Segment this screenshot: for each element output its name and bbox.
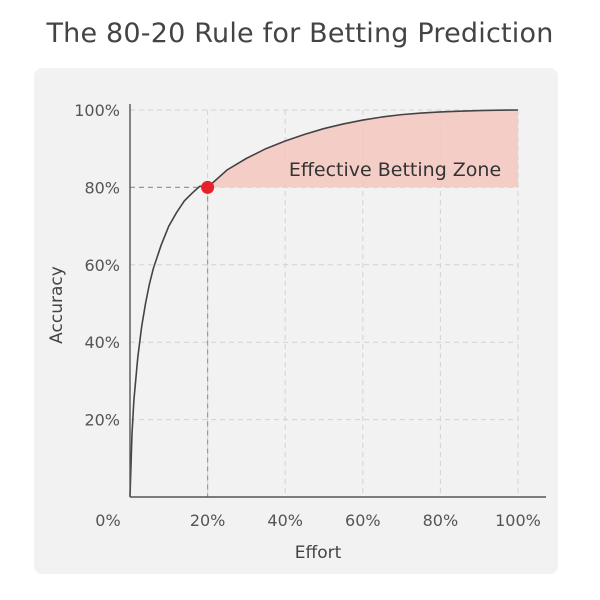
chart-title: The 80-20 Rule for Betting Prediction — [46, 18, 554, 49]
effective-zone-area — [207, 110, 518, 188]
y-tick-label: 100% — [74, 101, 120, 120]
guide-lines — [130, 186, 209, 497]
y-axis-title: Accuracy — [47, 266, 67, 344]
x-axis-title: Effort — [295, 543, 342, 563]
x-tick-label: 100% — [495, 511, 541, 530]
x-tick-label: 0% — [95, 511, 120, 530]
tick-labels: 0% 20% 40% 60% 80% 100% 20% 40% 60% 80% 100% — [74, 101, 541, 530]
axis-lines — [129, 104, 546, 498]
effective-zone-label: Effective Betting Zone — [289, 159, 501, 181]
accuracy-curve — [129, 109, 519, 498]
x-tick-label: 80% — [423, 511, 459, 530]
x-tick-label: 20% — [190, 511, 226, 530]
pareto-point-marker — [201, 180, 215, 194]
y-tick-label: 20% — [84, 411, 120, 430]
y-tick-label: 80% — [84, 178, 120, 197]
y-tick-label: 40% — [84, 333, 120, 352]
x-tick-label: 60% — [345, 511, 381, 530]
y-tick-label: 60% — [84, 256, 120, 275]
x-tick-label: 40% — [267, 511, 303, 530]
